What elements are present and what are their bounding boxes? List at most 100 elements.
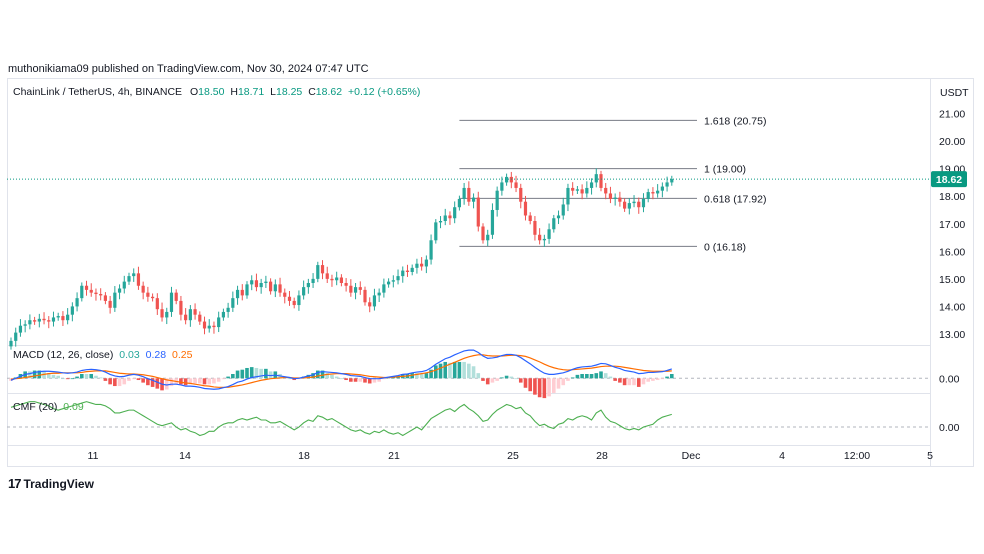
candle-body (316, 265, 320, 279)
candle-body (179, 300, 183, 315)
candle-body (325, 273, 329, 279)
macd-histogram-bar (443, 361, 448, 379)
macd-histogram-bar (599, 371, 603, 379)
candle-body (509, 176, 513, 183)
candle-body (613, 197, 617, 199)
macd-histogram-bar (518, 378, 523, 383)
macd-histogram-bar (198, 378, 202, 384)
candle-body (646, 192, 650, 199)
candle-body (122, 281, 126, 289)
candle-body (462, 187, 466, 199)
candle-body (292, 300, 296, 306)
macd-histogram-bar (537, 378, 542, 398)
macd-histogram-bar (75, 376, 79, 379)
candle-body (377, 292, 381, 296)
candle-body (259, 283, 263, 288)
candle-body (424, 259, 428, 267)
low-value: 18.25 (276, 86, 303, 98)
candle-body (302, 287, 306, 296)
candle-body (51, 317, 56, 322)
candle-body (297, 295, 301, 306)
macd-histogram-bar (429, 369, 433, 379)
macd-histogram-bar (136, 378, 141, 381)
macd-histogram-bar (471, 366, 476, 379)
cmf-line (10, 401, 672, 437)
candle-body (240, 289, 244, 296)
candle-body (151, 296, 155, 299)
candle-body (47, 320, 51, 322)
candle-body (28, 320, 32, 325)
candle-body (443, 215, 447, 221)
last-price-tag (931, 171, 967, 188)
macd-name[interactable]: MACD (12, 26, close) (13, 349, 114, 361)
candle-body (18, 325, 23, 333)
macd-histogram-bar (552, 378, 556, 393)
macd-histogram-bar (339, 378, 344, 380)
candle-body (245, 284, 249, 296)
candle-body (127, 276, 131, 282)
cmf-name[interactable]: CMF (20) (13, 401, 58, 413)
macd-histogram-bar (89, 374, 94, 379)
candle-body (14, 332, 18, 341)
candle-body (188, 309, 192, 321)
macd-histogram-bar (221, 378, 226, 380)
macd-histogram-bar (651, 378, 655, 381)
macd-histogram-bar (636, 378, 641, 387)
candle-body (349, 285, 353, 293)
macd-histogram-bar (188, 378, 193, 385)
macd-histogram-bar (594, 373, 599, 379)
tradingview-logo[interactable]: 17 TradingView (8, 476, 94, 491)
candle-body (589, 182, 594, 188)
candle-body (287, 296, 292, 301)
macd-line (10, 349, 672, 390)
macd-histogram-bar (618, 378, 622, 383)
candle-body (160, 309, 164, 318)
close-value: 18.62 (315, 86, 343, 98)
candle-body (56, 316, 60, 318)
candle-body (575, 189, 579, 191)
macd-histogram-bar (467, 363, 471, 379)
candle-body (231, 298, 235, 308)
x-tick-label: Dec (682, 450, 701, 462)
candle-body (500, 182, 504, 191)
candle-body (382, 284, 386, 293)
candle-body (599, 174, 603, 188)
macd-histogram-bar (28, 371, 32, 379)
macd-histogram-bar (117, 378, 122, 387)
candle-body (637, 201, 641, 208)
candle-body (103, 295, 107, 301)
macd-histogram-bar (509, 376, 514, 379)
macd-histogram-bar (80, 374, 84, 379)
macd-histogram-bar (150, 378, 155, 387)
macd-histogram-bar (179, 378, 183, 385)
macd-histogram-bar (141, 378, 145, 383)
candle-body (519, 187, 523, 202)
fib-level-label: 1.618 (20.75) (704, 115, 766, 127)
candle-body (632, 201, 636, 204)
symbol-label[interactable]: ChainLink / TetherUS, 4h, BINANCE (13, 86, 183, 98)
candle-body (330, 278, 334, 281)
macd-histogram-bar (589, 374, 594, 379)
macd-histogram-bar (98, 377, 103, 379)
x-tick-label: 4 (779, 450, 785, 462)
macd-histogram-bar (37, 370, 42, 379)
macd-hist-value: 0.03 (119, 349, 140, 361)
macd-histogram-bar (632, 378, 636, 386)
macd-histogram-bar (226, 376, 230, 379)
macd-histogram-bar (377, 378, 381, 382)
ohlc-high: H18.71 (230, 86, 264, 98)
macd-histogram-bar (490, 378, 495, 383)
candle-body (339, 277, 343, 283)
candle-body (481, 226, 485, 241)
macd-histogram-bar (155, 378, 160, 389)
candle-body (132, 273, 136, 277)
candle-body (533, 221, 537, 235)
fib-level-label: 0 (16.18) (704, 241, 746, 253)
macd-histogram-bar (70, 378, 75, 380)
candle-body (235, 289, 240, 299)
currency-label[interactable]: USDT (940, 87, 969, 99)
macd-histogram-bar (627, 378, 632, 386)
macd-histogram-bar (438, 363, 443, 379)
candle-body (471, 197, 476, 202)
